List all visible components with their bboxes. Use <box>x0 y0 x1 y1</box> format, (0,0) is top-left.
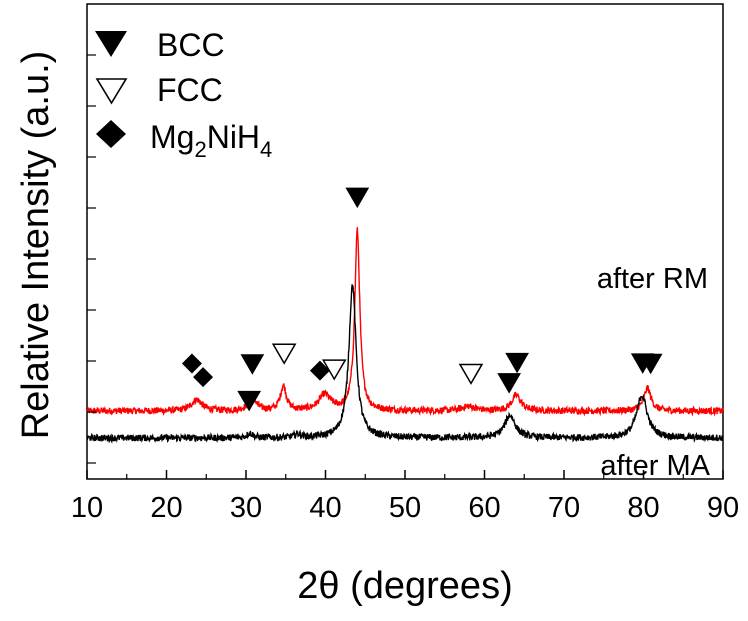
marker-fcc-icon <box>321 359 347 381</box>
marker-mg2nih4-icon <box>193 367 214 388</box>
curves-layer <box>86 227 724 444</box>
marker-mg2nih4-icon <box>181 353 202 374</box>
ticks-layer: 10 20 30 40 50 60 70 80 90 <box>71 54 739 524</box>
series-line-after-ma <box>86 284 724 444</box>
marker-fcc-icon <box>458 363 484 385</box>
x-tick-label: 10 <box>71 492 103 524</box>
marker-bcc-icon <box>630 353 655 374</box>
x-tick-label: 80 <box>627 492 659 524</box>
legend-sub-2: 2 <box>194 137 206 162</box>
marker-mg2nih4-icon <box>309 360 330 381</box>
annotation-after-rm: after RM <box>597 263 708 295</box>
x-tick-label: 70 <box>548 492 580 524</box>
marker-bcc-icon <box>237 390 262 412</box>
x-tick-label: 40 <box>309 492 341 524</box>
x-tick-label: 30 <box>230 492 262 524</box>
legend-sub-4: 4 <box>260 137 272 162</box>
legend-label-mg2nih4: Mg2NiH4 <box>150 119 272 162</box>
legend: BCC FCC Mg2NiH4 <box>95 27 272 162</box>
legend-fcc-open-triangle-icon <box>95 78 128 105</box>
marker-bcc-icon <box>345 187 370 209</box>
legend-nih-text: NiH <box>207 119 260 155</box>
marker-bcc-icon <box>505 352 529 374</box>
marker-bcc-icon <box>240 354 265 375</box>
x-tick-label: 50 <box>389 492 421 524</box>
peak-markers-layer <box>181 187 663 412</box>
legend-mg-text: Mg <box>150 119 194 155</box>
legend-label-fcc: FCC <box>157 72 223 108</box>
marker-bcc-icon <box>497 373 522 394</box>
legend-bcc-filled-triangle-icon <box>95 31 127 57</box>
legend-mg2nih4-diamond-icon <box>96 120 126 148</box>
marker-fcc-icon <box>271 343 297 365</box>
x-tick-label: 20 <box>150 492 182 524</box>
y-axis-title: Relative Intensity (a.u.) <box>15 51 57 440</box>
legend-label-bcc: BCC <box>157 27 225 63</box>
x-axis-title: 2θ (degrees) <box>297 565 512 607</box>
x-tick-label: 60 <box>468 492 500 524</box>
series-line-after-rm <box>86 227 724 417</box>
annotation-after-ma: after MA <box>600 450 710 482</box>
x-tick-label: 90 <box>707 492 739 524</box>
